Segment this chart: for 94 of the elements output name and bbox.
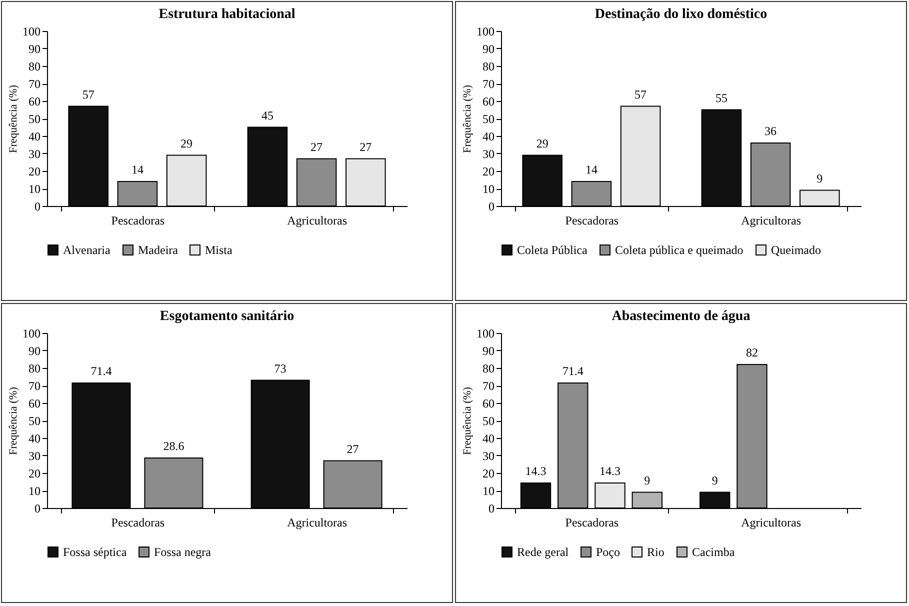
- data-label: 27: [346, 442, 359, 456]
- y-tick-label: 70: [28, 379, 40, 393]
- y-tick-label: 30: [482, 449, 494, 463]
- data-label: 9: [712, 473, 718, 488]
- y-tick-label: 20: [28, 164, 40, 178]
- y-tick-label: 0: [488, 200, 494, 214]
- y-tick-label: 50: [28, 112, 40, 126]
- y-axis-title: Frequência (%): [8, 84, 20, 154]
- legend-label: Poço: [596, 545, 620, 559]
- y-tick-label: 60: [482, 396, 494, 410]
- y-tick-label: 50: [482, 112, 494, 126]
- data-label: 27: [360, 140, 372, 154]
- chart-title: Abastecimento de água: [612, 309, 750, 324]
- y-tick-label: 30: [28, 147, 40, 161]
- y-tick-label: 10: [482, 484, 494, 498]
- y-tick-label: 10: [482, 182, 494, 196]
- y-tick-label: 50: [28, 414, 40, 428]
- y-tick-label: 80: [482, 60, 494, 74]
- y-axis-title: Frequência (%): [462, 386, 474, 456]
- chart-title: Esgotamento sanitário: [160, 309, 294, 324]
- legend-label: Mista: [205, 243, 234, 257]
- y-tick-label: 60: [482, 94, 494, 108]
- y-tick-label: 70: [28, 77, 40, 91]
- y-tick-label: 70: [482, 77, 494, 91]
- legend-label: Alvenaria: [63, 243, 111, 257]
- y-tick-label: 90: [28, 42, 40, 56]
- y-tick-label: 40: [482, 130, 494, 144]
- data-label: 71.4: [562, 364, 584, 378]
- y-tick-label: 100: [476, 326, 494, 340]
- y-tick-label: 60: [28, 396, 40, 410]
- data-label: 14: [585, 162, 598, 176]
- x-tick-label: Agricultoras: [741, 516, 802, 530]
- data-label: 29: [180, 136, 193, 150]
- y-tick-label: 40: [28, 432, 40, 446]
- data-label: 73: [274, 361, 286, 376]
- data-label: 9: [644, 473, 650, 488]
- y-axis-title: Frequência (%): [8, 386, 20, 456]
- y-tick-label: 50: [482, 414, 494, 428]
- data-label: 55: [715, 90, 728, 105]
- y-tick-label: 90: [482, 344, 494, 358]
- y-tick-label: 90: [28, 344, 40, 358]
- x-tick-label: Pescadoras: [111, 516, 165, 530]
- y-tick-label: 80: [28, 60, 40, 74]
- x-tick-label: Agricultoras: [287, 214, 348, 228]
- data-label: 9: [816, 171, 823, 186]
- y-tick-label: 10: [28, 484, 40, 498]
- y-tick-label: 40: [482, 432, 494, 446]
- x-tick-label: Pescadoras: [111, 214, 165, 228]
- y-tick-label: 0: [34, 502, 40, 516]
- y-tick-label: 30: [482, 147, 494, 161]
- y-tick-label: 100: [22, 326, 40, 340]
- data-label: 14.3: [525, 464, 546, 478]
- y-tick-label: 10: [28, 182, 40, 196]
- y-tick-label: 60: [28, 94, 40, 108]
- x-tick-label: Agricultoras: [287, 516, 348, 530]
- y-tick-label: 90: [482, 42, 494, 56]
- data-label: 36: [764, 124, 777, 138]
- data-label: 45: [261, 108, 274, 122]
- y-tick-label: 70: [482, 379, 494, 393]
- legend-label: Coleta pública e queimado: [615, 243, 744, 257]
- y-tick-label: 80: [28, 362, 40, 376]
- x-tick-label: Pescadoras: [565, 214, 619, 228]
- x-tick-label: Agricultoras: [741, 214, 802, 228]
- chart-title: Destinação do lixo doméstico: [594, 7, 768, 22]
- y-tick-label: 30: [28, 449, 40, 463]
- data-label: 29: [536, 136, 548, 150]
- legend-label: Queimado: [771, 243, 821, 257]
- data-label: 14: [131, 162, 144, 176]
- data-label: 27: [310, 140, 323, 154]
- y-axis-title: Frequência (%): [462, 84, 474, 154]
- legend-label: Rio: [647, 545, 664, 559]
- y-tick-label: 100: [22, 24, 40, 38]
- data-label: 57: [634, 87, 647, 102]
- y-tick-label: 40: [28, 130, 40, 144]
- legend-label: Cacimba: [692, 545, 736, 559]
- y-tick-label: 0: [34, 200, 40, 214]
- chart-title: Estrutura habitacional: [158, 7, 296, 22]
- y-tick-label: 20: [482, 164, 494, 178]
- y-tick-label: 100: [476, 24, 494, 38]
- legend-label: Madeira: [138, 243, 179, 257]
- data-label: 14.3: [600, 464, 621, 478]
- y-tick-label: 20: [28, 466, 40, 480]
- x-tick-label: Pescadoras: [565, 516, 619, 530]
- legend-label: Fossa séptica: [63, 545, 128, 559]
- data-label: 57: [82, 87, 94, 102]
- legend-label: Rede geral: [517, 545, 570, 559]
- y-tick-label: 20: [482, 466, 494, 480]
- data-label: 82: [746, 346, 758, 360]
- data-label: 71.4: [90, 364, 112, 378]
- data-label: 28.6: [163, 438, 184, 453]
- y-tick-label: 80: [482, 362, 494, 376]
- legend-label: Fossa negra: [154, 545, 212, 559]
- y-tick-label: 0: [488, 502, 494, 516]
- legend-label: Coleta Pública: [517, 243, 588, 257]
